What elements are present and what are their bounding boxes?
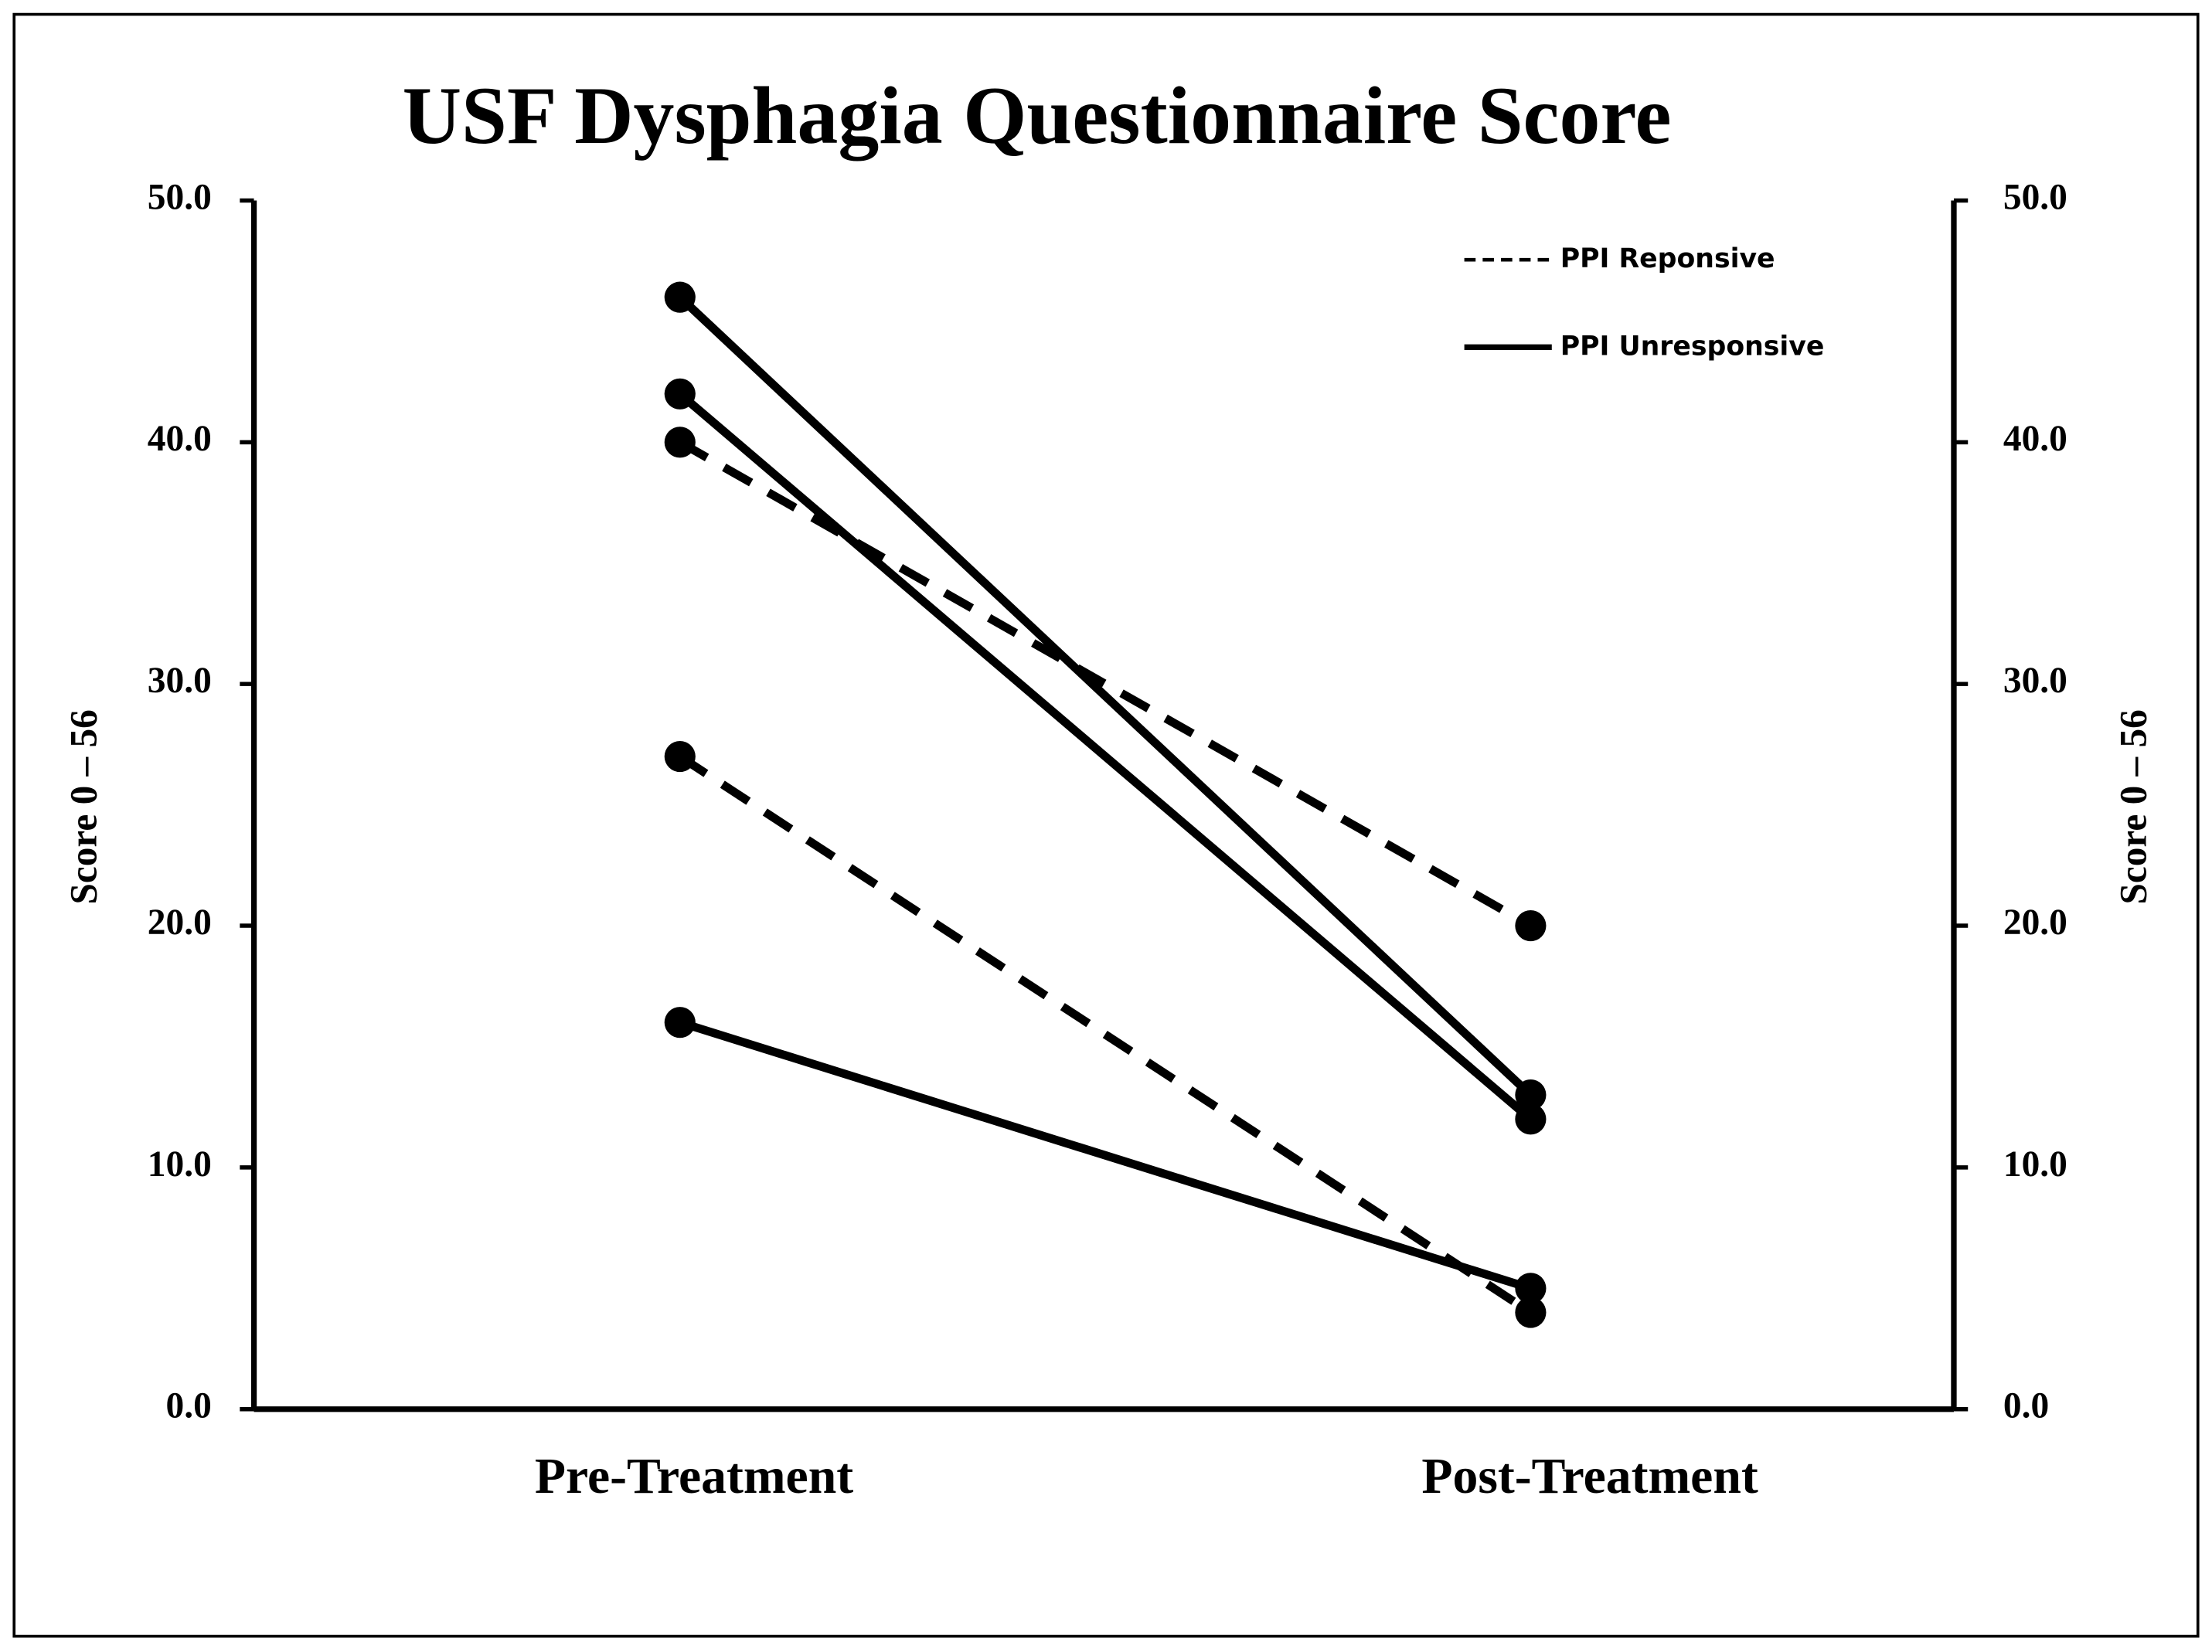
series-line (677, 753, 1533, 1317)
y-tick-label: 40.0 (148, 419, 212, 459)
point (1515, 1273, 1547, 1304)
point (664, 378, 696, 410)
point (664, 740, 696, 773)
x-tick-label: Post-Treatment (1421, 1448, 1758, 1504)
y2-tick-label: 50.0 (2003, 177, 2067, 217)
y-tick-label: 10.0 (148, 1144, 212, 1185)
y-tick-label: 0.0 (165, 1386, 211, 1426)
series-line (677, 294, 1534, 1099)
y2-tick-label: 10.0 (2003, 1144, 2067, 1185)
series-line (677, 390, 1533, 1123)
point (1515, 1297, 1547, 1328)
y2-tick-label: 20.0 (2003, 902, 2067, 943)
point (664, 427, 696, 458)
frame (12, 12, 2200, 1638)
point (1515, 909, 1547, 942)
point (664, 281, 696, 313)
legend-label: PPI Unresponsive (1560, 331, 1825, 362)
series-line (678, 438, 1533, 930)
y-tick-label: 20.0 (148, 902, 212, 943)
y-tick-label: 30.0 (148, 661, 212, 701)
y2-tick-label: 30.0 (2003, 661, 2067, 701)
y-axis-title: Score 0 – 56 (62, 709, 104, 904)
x-tick-label: Pre-Treatment (535, 1448, 853, 1504)
point (1515, 1079, 1547, 1111)
y2-tick-label: 0.0 (2003, 1386, 2049, 1426)
chart-title: USF Dysphagia Questionnaire Score (403, 70, 1672, 161)
y-tick-label: 50.0 (148, 177, 212, 217)
point (1515, 1103, 1547, 1135)
series-line (679, 1018, 1533, 1293)
legend-label: PPI Reponsive (1560, 243, 1775, 274)
y2-tick-label: 40.0 (2003, 419, 2067, 459)
point (664, 1007, 696, 1038)
y2-axis-title: Score 0 – 56 (2112, 709, 2155, 904)
